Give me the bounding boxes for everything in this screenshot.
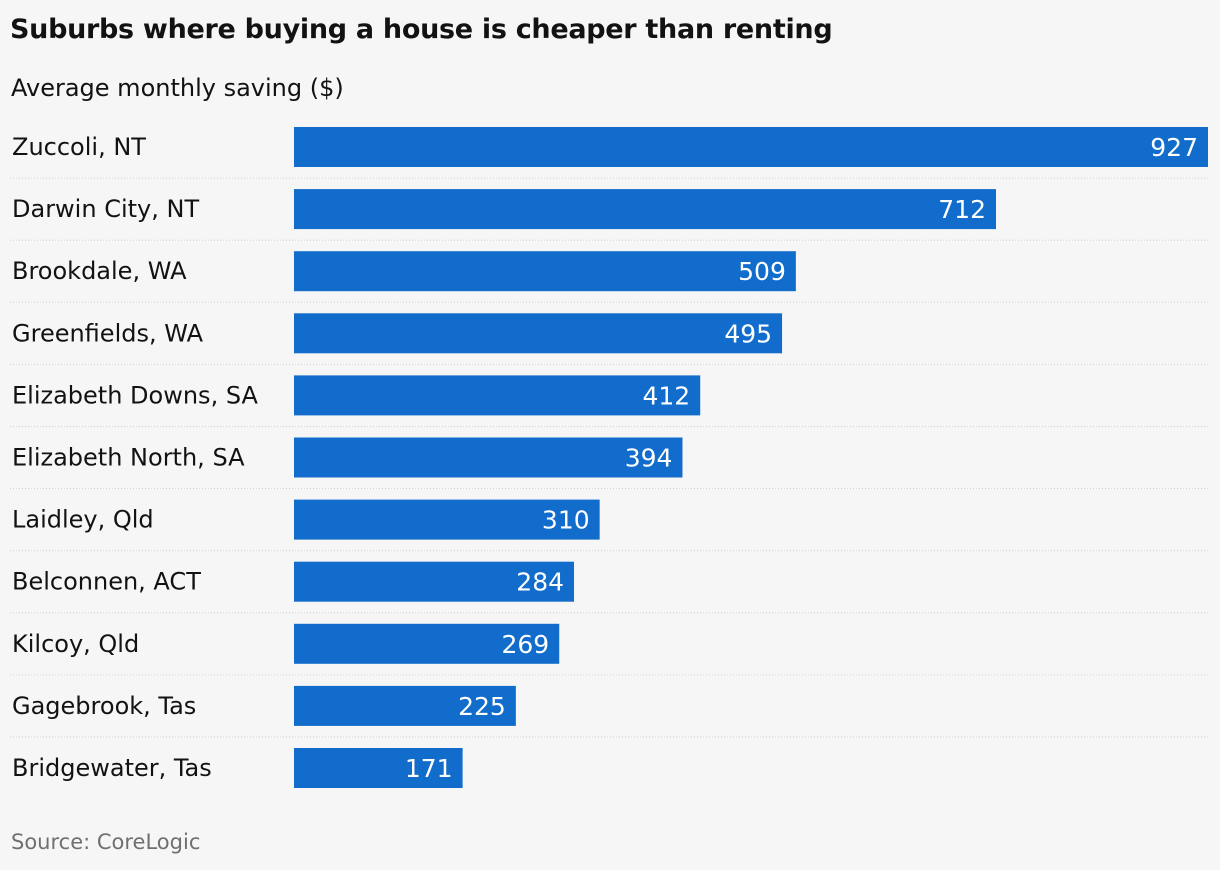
bar — [294, 685, 516, 726]
category-label: Elizabeth Downs, SA — [12, 381, 259, 409]
chart-subtitle: Average monthly saving ($) — [11, 74, 344, 102]
data-label: 225 — [458, 692, 506, 721]
data-label: 509 — [738, 257, 786, 286]
bar — [294, 251, 796, 292]
data-label: 927 — [1150, 133, 1198, 162]
data-label: 412 — [643, 381, 691, 410]
source-note: Source: CoreLogic — [11, 830, 201, 854]
bar — [294, 499, 600, 540]
category-label: Gagebrook, Tas — [12, 692, 196, 720]
category-label: Brookdale, WA — [12, 257, 187, 285]
data-label: 712 — [938, 195, 986, 224]
bar — [294, 437, 683, 478]
data-label: 284 — [516, 568, 564, 597]
bar — [294, 375, 701, 416]
data-label: 171 — [405, 754, 453, 783]
chart-title: Suburbs where buying a house is cheaper … — [10, 14, 833, 45]
bar — [294, 189, 997, 230]
bar — [294, 748, 463, 788]
bar — [294, 561, 575, 602]
category-label: Laidley, Qld — [12, 506, 154, 534]
category-label: Bridgewater, Tas — [12, 754, 212, 782]
category-label: Zuccoli, NT — [12, 133, 146, 161]
data-label: 394 — [625, 444, 673, 473]
category-label: Kilcoy, Qld — [12, 630, 139, 658]
data-label: 495 — [724, 319, 772, 348]
bar — [294, 127, 1208, 167]
category-label: Belconnen, ACT — [12, 568, 201, 596]
bar — [294, 313, 783, 354]
bar-chart: Zuccoli, NT 927 Darwin City, NT 712 Brookdal… — [10, 127, 1210, 788]
category-label: Elizabeth North, SA — [12, 444, 245, 472]
bar — [294, 623, 560, 664]
category-label: Greenfields, WA — [12, 319, 204, 347]
category-label: Darwin City, NT — [12, 195, 199, 223]
data-label: 310 — [542, 506, 590, 535]
data-label: 269 — [502, 630, 550, 659]
